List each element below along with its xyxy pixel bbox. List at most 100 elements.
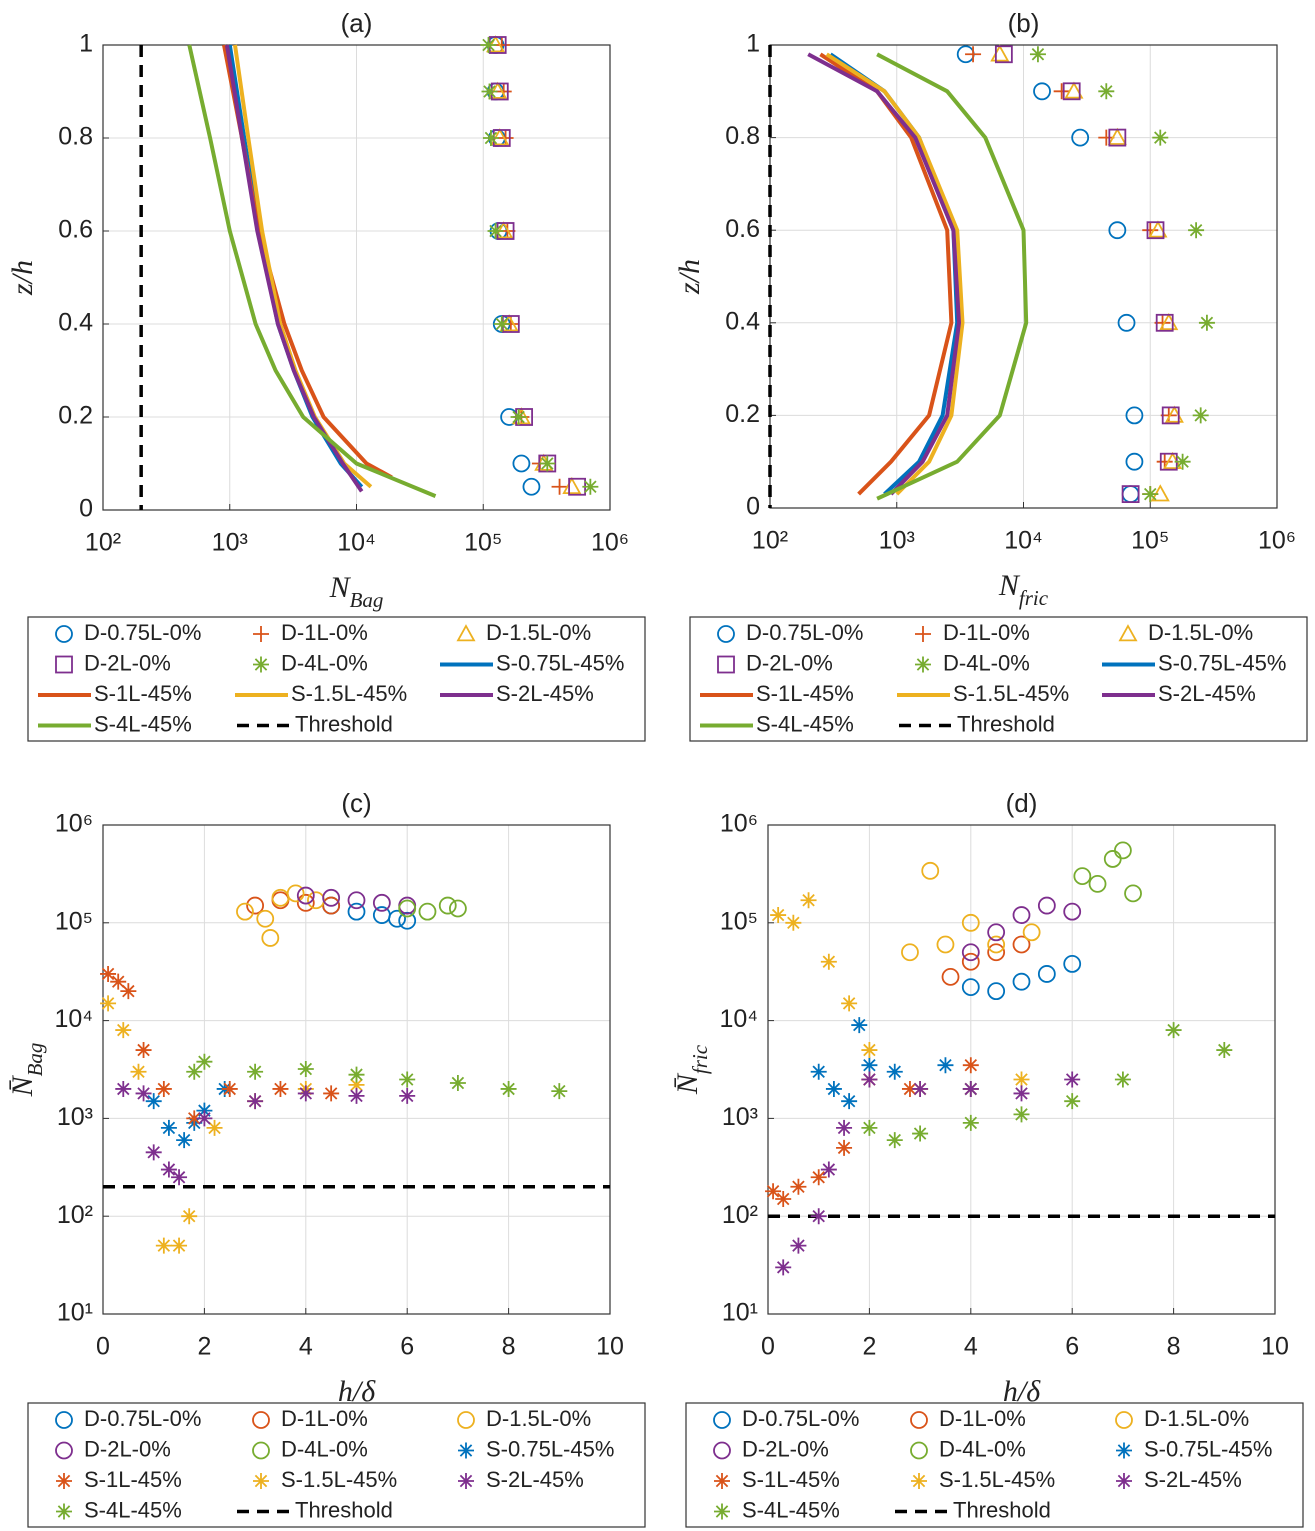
data-point xyxy=(1037,965,1056,983)
data-point xyxy=(861,1119,878,1136)
data-point xyxy=(1012,972,1031,991)
y-tick-label: 10¹ xyxy=(57,1299,93,1327)
legend-label: S-0.75L-45% xyxy=(496,650,624,675)
marker-circle xyxy=(252,1411,270,1429)
data-point xyxy=(962,1057,979,1074)
marker-circle xyxy=(1033,82,1051,101)
marker-star xyxy=(247,1093,264,1110)
legend-swatch xyxy=(252,1411,270,1429)
data-point xyxy=(247,1093,264,1110)
y-tick-label: 0.2 xyxy=(725,400,760,428)
data-point xyxy=(841,1093,858,1110)
legend-swatch xyxy=(1118,624,1138,642)
marker-circle xyxy=(322,888,341,907)
marker-star xyxy=(323,1085,340,1102)
data-point xyxy=(1012,935,1031,954)
y-axis-label: N̄Bag xyxy=(6,1043,47,1098)
data-point xyxy=(145,1093,162,1110)
data-point xyxy=(480,37,497,53)
marker-star xyxy=(714,1473,730,1489)
marker-star xyxy=(937,1057,954,1074)
y-tick-label: 10² xyxy=(722,1201,758,1229)
x-tick-label: 10³ xyxy=(879,527,915,555)
x-tick-label: 10³ xyxy=(212,529,248,557)
marker-star xyxy=(130,1063,147,1080)
data-point xyxy=(1037,896,1056,915)
data-point xyxy=(512,454,531,473)
marker-circle xyxy=(961,952,980,971)
marker-circle xyxy=(921,861,940,880)
marker-star xyxy=(886,1063,903,1080)
marker-star xyxy=(348,1066,365,1083)
legend-label: S-1.5L-45% xyxy=(939,1467,1055,1492)
data-point xyxy=(1146,221,1165,240)
y-tick-label: 0.8 xyxy=(58,123,93,151)
legend-label: S-1.5L-45% xyxy=(291,681,407,706)
data-point xyxy=(372,893,391,912)
data-point xyxy=(348,1076,365,1093)
y-tick-label: 10⁴ xyxy=(719,1005,758,1033)
marker-circle xyxy=(457,1411,475,1429)
data-point xyxy=(1148,220,1168,238)
x-tick-label: 10⁴ xyxy=(1004,527,1043,555)
data-point xyxy=(272,1080,289,1097)
data-point xyxy=(186,1110,203,1127)
label-subscript: Bag xyxy=(23,1043,47,1077)
data-point xyxy=(497,130,514,146)
data-point xyxy=(1125,406,1144,425)
legend-swatch xyxy=(456,624,476,642)
legend-swatch xyxy=(252,1441,270,1460)
legend-swatch xyxy=(1115,1411,1133,1429)
data-point xyxy=(135,1085,152,1102)
marker-star xyxy=(196,1110,213,1127)
data-point xyxy=(1071,128,1090,147)
legend-swatch xyxy=(717,625,735,643)
marker-star xyxy=(1198,314,1215,331)
data-point xyxy=(961,978,980,997)
legend-label: D-0.75L-0% xyxy=(746,620,863,645)
marker-star xyxy=(110,973,127,990)
marker-circle xyxy=(347,902,366,921)
legend-label: Threshold xyxy=(295,1497,393,1522)
data-point xyxy=(1053,83,1070,100)
marker-star xyxy=(458,1442,474,1459)
data-point xyxy=(448,899,467,918)
data-point xyxy=(886,1063,903,1080)
series-line xyxy=(825,52,965,496)
data-point xyxy=(1155,313,1174,332)
data-point xyxy=(115,1080,132,1097)
y-tick-label: 0.4 xyxy=(58,309,93,337)
data-point xyxy=(155,1237,172,1254)
legend-swatch xyxy=(910,1441,928,1460)
y-tick-label: 0.8 xyxy=(725,122,760,150)
marker-star xyxy=(962,1114,979,1131)
legend-swatch xyxy=(457,1411,475,1429)
data-point xyxy=(861,1057,878,1074)
data-point xyxy=(987,935,1006,954)
legend-swatch xyxy=(253,1473,269,1489)
data-point xyxy=(388,909,406,928)
marker-circle xyxy=(717,625,735,643)
data-point xyxy=(261,929,280,947)
data-point xyxy=(347,891,366,910)
marker-plus xyxy=(497,130,514,146)
data-point xyxy=(1064,1093,1081,1110)
marker-star xyxy=(770,907,787,924)
data-point xyxy=(482,130,499,146)
chart-title: (d) xyxy=(1006,788,1038,818)
y-tick-label: 10⁴ xyxy=(54,1005,93,1033)
y-tick-label: 0 xyxy=(79,495,93,523)
marker-circle xyxy=(961,943,980,962)
data-point xyxy=(110,973,127,990)
data-point xyxy=(841,995,858,1012)
y-tick-label: 0 xyxy=(746,493,760,521)
y-tick-label: 10³ xyxy=(57,1103,93,1131)
marker-star xyxy=(160,1161,177,1178)
data-point xyxy=(1192,407,1209,424)
marker-star xyxy=(1013,1106,1030,1123)
legend-label: D-2L-0% xyxy=(84,650,171,675)
marker-star xyxy=(449,1075,466,1092)
marker-star xyxy=(1116,1442,1132,1459)
data-point xyxy=(965,46,982,63)
x-axis-label: h/δ xyxy=(338,1375,376,1408)
